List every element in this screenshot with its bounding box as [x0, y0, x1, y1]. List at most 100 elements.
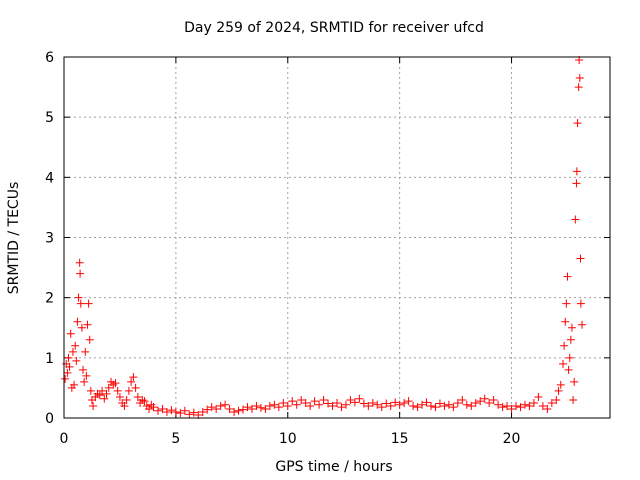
y-tick-label: 0 [45, 411, 54, 427]
data-point [319, 395, 328, 404]
data-point [189, 408, 198, 417]
data-point [507, 404, 516, 413]
data-point [274, 403, 283, 412]
data-point [167, 406, 176, 415]
data-point [559, 359, 568, 368]
data-point [346, 395, 355, 404]
data-point [572, 167, 581, 176]
data-point [552, 395, 561, 404]
data-point [124, 386, 133, 395]
data-point [185, 410, 194, 419]
data-point [556, 380, 565, 389]
data-point [567, 323, 576, 332]
data-point [64, 353, 73, 362]
data-point [256, 403, 265, 412]
y-tick-label: 3 [45, 231, 54, 247]
data-point [503, 401, 512, 410]
data-point [543, 404, 552, 413]
data-point [563, 272, 572, 281]
data-point [480, 394, 489, 403]
data-point [529, 398, 538, 407]
data-point [418, 400, 427, 409]
data-point [70, 380, 79, 389]
data-point [81, 347, 90, 356]
data-point [560, 341, 569, 350]
data-point [422, 398, 431, 407]
x-axis-title: GPS time / hours [275, 459, 392, 475]
y-tick-label: 1 [45, 351, 54, 367]
data-point [498, 403, 507, 412]
data-point [252, 401, 261, 410]
data-point [426, 401, 435, 410]
data-point [341, 400, 350, 409]
data-point [562, 299, 571, 308]
data-point [333, 398, 341, 407]
data-point [89, 401, 98, 410]
data-point [458, 395, 467, 404]
data-point [74, 293, 83, 302]
data-point [71, 341, 80, 350]
x-tick-label: 0 [60, 431, 69, 447]
data-point [462, 400, 471, 409]
data-point [573, 119, 582, 128]
data-point [73, 317, 82, 326]
data-point [324, 399, 333, 408]
data-point [467, 401, 476, 410]
data-point [230, 407, 239, 416]
data-point [306, 401, 315, 410]
data-point [102, 389, 111, 398]
data-point [111, 379, 120, 388]
data-point [564, 365, 573, 374]
data-point [247, 404, 256, 413]
data-point [120, 401, 129, 410]
data-point [239, 405, 248, 414]
data-point [176, 409, 185, 418]
data-point [79, 365, 88, 374]
data-point [435, 399, 444, 408]
data-point [516, 403, 525, 412]
data-point [355, 394, 364, 403]
data-point [350, 398, 359, 407]
data-point [243, 403, 252, 412]
data-point [85, 335, 94, 344]
data-point [65, 362, 74, 371]
data-point [485, 398, 494, 407]
plot-frame [63, 56, 611, 419]
data-point [576, 254, 585, 263]
data-point [377, 403, 386, 412]
data-point [489, 395, 498, 404]
data-point [162, 407, 171, 416]
data-point [297, 395, 306, 404]
data-point [145, 404, 154, 413]
data-point [409, 401, 418, 410]
data-point [570, 377, 579, 386]
data-point [158, 404, 167, 413]
data-point [76, 269, 85, 278]
data-point [133, 392, 142, 401]
plot-points [61, 56, 587, 419]
data-point [386, 401, 395, 410]
data-point [534, 392, 543, 401]
data-point [547, 398, 556, 407]
data-point [400, 398, 409, 407]
data-point [301, 398, 310, 407]
y-tick-label: 6 [45, 50, 54, 66]
data-point [221, 400, 230, 409]
data-point [337, 403, 346, 412]
data-point [554, 386, 563, 395]
data-point [270, 400, 279, 409]
data-point [82, 371, 91, 380]
data-point [234, 406, 243, 415]
data-point [216, 401, 225, 410]
x-tick-label: 10 [279, 431, 297, 447]
y-axis-title: SRMTID / TECUs [6, 182, 22, 295]
data-point [84, 299, 93, 308]
data-point [364, 401, 373, 410]
data-point [440, 401, 449, 410]
data-point [476, 397, 485, 406]
chart-title: Day 259 of 2024, SRMTID for receiver ufc… [184, 20, 484, 36]
data-point [113, 386, 122, 395]
data-point [368, 398, 377, 407]
data-point [68, 347, 77, 356]
data-point [382, 399, 391, 408]
